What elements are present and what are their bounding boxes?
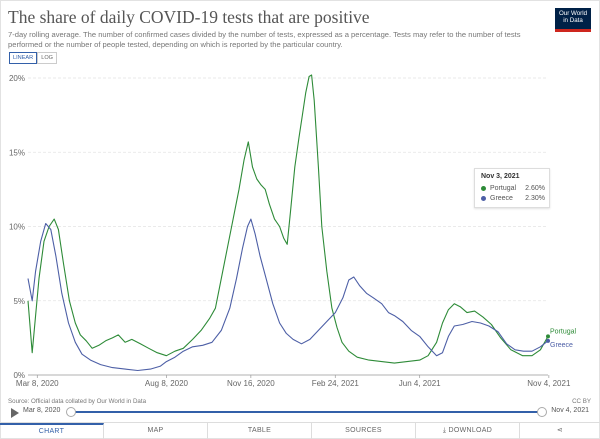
view-tabs: CHART MAP TABLE SOURCES ⤓ DOWNLOAD ⋖ bbox=[0, 422, 600, 439]
share-icon: ⋖ bbox=[556, 427, 564, 434]
tab-share[interactable]: ⋖ bbox=[520, 423, 600, 439]
tab-map[interactable]: MAP bbox=[104, 423, 208, 439]
series-label-layer: Portugal Greece bbox=[550, 328, 577, 348]
series-label-portugal: Portugal bbox=[550, 328, 577, 335]
x-tick-label: Nov 16, 2020 bbox=[227, 379, 275, 388]
y-tick-label: 10% bbox=[9, 223, 25, 232]
tab-table[interactable]: TABLE bbox=[208, 423, 312, 439]
logo-line-1: Our World bbox=[558, 10, 588, 17]
portugal-legend-dot bbox=[481, 186, 486, 191]
series-endpoint-greece bbox=[546, 338, 550, 343]
timeline-end-label: Nov 4, 2021 bbox=[551, 407, 589, 414]
line-chart: 0% 5% 10% 15% 20% Mar 8, 2020 Aug 8, 2020 Nov 1… bbox=[9, 74, 577, 388]
tab-sources[interactable]: SOURCES bbox=[312, 423, 416, 439]
license-link[interactable]: CC BY bbox=[572, 398, 591, 405]
play-icon[interactable] bbox=[11, 408, 19, 418]
x-tick-label: Mar 8, 2020 bbox=[16, 379, 59, 388]
logo-line-2: in Data bbox=[563, 17, 583, 24]
chart-subtitle: 7-day rolling average. The number of con… bbox=[8, 30, 521, 49]
tooltip-series-value: 2.60% bbox=[525, 185, 545, 192]
page-title: The share of daily COVID-19 tests that a… bbox=[8, 7, 370, 27]
series-line-greece bbox=[27, 218, 549, 372]
grid-layer bbox=[28, 77, 548, 376]
tooltip-date: Nov 3, 2021 bbox=[481, 173, 520, 180]
series-line-portugal bbox=[27, 74, 549, 364]
hover-tooltip: Nov 3, 2021 Portugal 2.60% Greece 2.30% bbox=[474, 168, 550, 208]
scale-toggle: LINEAR LOG bbox=[9, 52, 58, 64]
greece-legend-dot bbox=[481, 196, 486, 201]
owid-logo[interactable]: Our World in Data bbox=[555, 8, 591, 32]
y-tick-label: 0% bbox=[13, 371, 25, 380]
timeline-start-handle[interactable] bbox=[66, 407, 76, 417]
download-label: DOWNLOAD bbox=[448, 427, 493, 434]
download-icon: ⤓ bbox=[442, 427, 449, 434]
linear-scale-button[interactable]: LINEAR bbox=[9, 52, 38, 64]
x-tick-label: Feb 24, 2021 bbox=[312, 379, 360, 388]
timeline-start-label: Mar 8, 2020 bbox=[23, 407, 61, 414]
y-tick-label: 5% bbox=[13, 297, 25, 306]
series-endpoint-portugal bbox=[546, 334, 550, 339]
source-note[interactable]: Source: Official data collated by Our Wo… bbox=[8, 398, 147, 405]
tooltip-series-value: 2.30% bbox=[525, 195, 545, 202]
tab-chart[interactable]: CHART bbox=[0, 423, 104, 439]
x-tick-label: Aug 8, 2020 bbox=[145, 379, 189, 388]
x-tick-label: Jun 4, 2021 bbox=[399, 379, 441, 388]
y-tick-label: 15% bbox=[9, 148, 25, 157]
timeline-end-handle[interactable] bbox=[537, 407, 547, 417]
y-tick-label: 20% bbox=[9, 74, 25, 83]
logo-accent-bar bbox=[555, 29, 591, 32]
timeline-track[interactable] bbox=[69, 411, 541, 413]
log-scale-button[interactable]: LOG bbox=[37, 52, 58, 64]
tab-download[interactable]: ⤓ DOWNLOAD bbox=[416, 423, 520, 439]
timeline-slider: Mar 8, 2020 Nov 4, 2021 bbox=[0, 404, 600, 420]
tooltip-row-portugal: Portugal 2.60% bbox=[481, 185, 545, 192]
tooltip-series-name: Greece bbox=[490, 195, 513, 202]
x-tick-label: Nov 4, 2021 bbox=[527, 379, 571, 388]
series-label-greece: Greece bbox=[550, 342, 573, 349]
series-layer bbox=[27, 74, 550, 372]
axis-layer: 0% 5% 10% 15% 20% Mar 8, 2020 Aug 8, 2020 Nov 1… bbox=[9, 74, 571, 388]
tooltip-row-greece: Greece 2.30% bbox=[481, 195, 545, 202]
tooltip-series-name: Portugal bbox=[490, 185, 517, 192]
